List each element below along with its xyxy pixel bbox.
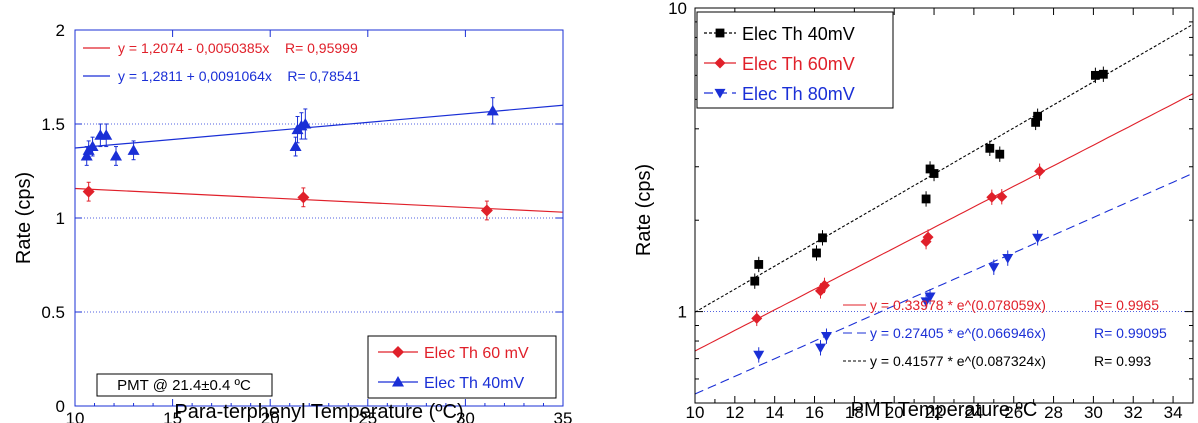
left-data-point [486, 104, 499, 116]
right-data-point [995, 149, 1005, 159]
left-legend-label: Elec Th 40mV [424, 375, 525, 392]
right-data-point [986, 191, 998, 203]
right-y-axis-label: Rate (cps) [633, 164, 655, 256]
right-data-point [754, 260, 764, 269]
left-data-point [299, 118, 312, 129]
left-data-point [109, 149, 122, 161]
left-x-axis-label: Para-terphenyl Temperature (ºC) [174, 401, 463, 423]
left-y-tick-label: 2 [56, 21, 65, 40]
right-legend-marker [715, 28, 725, 38]
right-x-tick-label: 16 [805, 403, 824, 422]
right-data-point [814, 343, 826, 354]
right-data-point [1032, 233, 1044, 244]
left-x-tick-label: 25 [358, 409, 377, 423]
left-fit-label-red: y = 1,2074 - 0,0050385x R= 0,95999 [118, 40, 358, 56]
right-data-point [820, 332, 832, 342]
right-legend-label: Elec Th 40mV [742, 24, 855, 44]
right-plot-frame [694, 7, 1194, 404]
left-data-point [80, 149, 93, 161]
right-y-tick-label: 1 [678, 303, 687, 322]
right-x-tick-label: 24 [964, 403, 983, 422]
right-data-point [1090, 70, 1100, 80]
right-data-point [985, 143, 995, 153]
right-data-point [929, 169, 939, 178]
left-y-tick-label: 0 [56, 397, 65, 416]
right-legend-label: Elec Th 80mV [742, 84, 855, 104]
left-y-tick-label: 1.5 [41, 115, 65, 134]
right-fit-r-value: R= 0.993 [1094, 353, 1151, 369]
right-data-point [1098, 69, 1108, 79]
right-data-point [818, 279, 830, 291]
left-data-point [86, 140, 99, 152]
left-chart: 10 15 20 25 30 35 0 0.5 1 1.5 2 Para-terphenyl Te… [13, 21, 572, 423]
right-x-tick-label: 26 [1004, 403, 1023, 422]
right-x-tick-label: 14 [765, 403, 784, 422]
left-y-tick-label: 1 [56, 209, 65, 228]
right-legend-label: Elec Th 60mV [742, 54, 855, 74]
right-data-point [1033, 111, 1043, 121]
left-legend-box [367, 335, 557, 399]
right-legend-box [696, 11, 894, 109]
left-x-tick-label: 10 [66, 409, 85, 423]
left-x-tick-label: 20 [261, 409, 280, 423]
left-data-point [127, 144, 140, 155]
left-data-point [100, 129, 113, 140]
right-x-tick-label: 34 [1164, 403, 1183, 422]
right-x-tick-label: 28 [1044, 403, 1063, 422]
right-fit-equation: y = 0.27405 * e^(0.066946x) [870, 325, 1046, 341]
left-x-tick-label: 35 [554, 409, 573, 423]
right-fit-r-value: R= 0.99095 [1094, 325, 1167, 341]
right-y-tick-label: 10 [668, 0, 687, 18]
right-x-axis-label: PMT Temperature ºC [851, 399, 1038, 421]
left-legend-marker [392, 376, 404, 387]
right-fit-r-value: R= 0.9965 [1094, 297, 1159, 313]
right-fit-line [694, 93, 1194, 352]
right-data-point [996, 191, 1008, 203]
left-y-tick-label: 0.5 [41, 303, 65, 322]
pmt-annotation-box [96, 373, 273, 397]
right-x-tick-label: 30 [1084, 403, 1103, 422]
right-fit-line [694, 172, 1194, 395]
right-chart: 10 12 14 16 18 20 22 24 26 28 30 32 34 1 10 PMT Tempe… [633, 0, 1194, 422]
right-data-point [812, 248, 821, 258]
right-x-tick-label: 32 [1124, 403, 1143, 422]
left-y-axis-label: Rate (cps) [13, 172, 35, 264]
right-data-point [750, 276, 760, 286]
right-x-tick-label: 22 [925, 403, 944, 422]
right-x-tick-label: 20 [885, 403, 904, 422]
pmt-annotation: PMT @ 21.4±0.4 ºC [117, 377, 251, 394]
left-fit-line [74, 187, 564, 213]
right-data-point [922, 231, 934, 243]
left-data-point [82, 185, 95, 198]
right-fit-equation: y = 0.41577 * e^(0.087324x) [870, 353, 1046, 369]
left-x-tick-label: 15 [163, 409, 182, 423]
right-x-tick-label: 12 [725, 403, 744, 422]
left-fit-label-blue: y = 1,2811 + 0,0091064x R= 0,78541 [118, 68, 360, 84]
left-data-point [289, 140, 302, 152]
right-data-point [988, 263, 1000, 273]
left-legend-label: Elec Th 60 mV [424, 345, 529, 362]
right-data-point [818, 233, 827, 243]
right-data-point [1031, 117, 1041, 127]
left-fit-line [74, 104, 564, 149]
left-data-point [297, 191, 310, 204]
left-legend-marker [392, 346, 404, 358]
left-data-point [480, 204, 493, 217]
right-data-point [751, 312, 763, 324]
right-data-point [921, 194, 931, 204]
right-data-point [1034, 165, 1046, 177]
right-x-tick-label: 10 [686, 403, 705, 422]
right-data-point [1002, 254, 1014, 264]
right-fit-equation: y = 0.33978 * e^(0.078059x) [870, 297, 1046, 313]
right-fit-line [694, 23, 1194, 313]
right-x-tick-label: 18 [845, 403, 864, 422]
right-data-point [753, 350, 765, 361]
left-x-tick-label: 30 [456, 409, 475, 423]
right-data-point [925, 164, 935, 174]
right-data-point [924, 292, 936, 303]
right-legend-marker [714, 57, 726, 69]
right-legend-marker [714, 88, 726, 99]
